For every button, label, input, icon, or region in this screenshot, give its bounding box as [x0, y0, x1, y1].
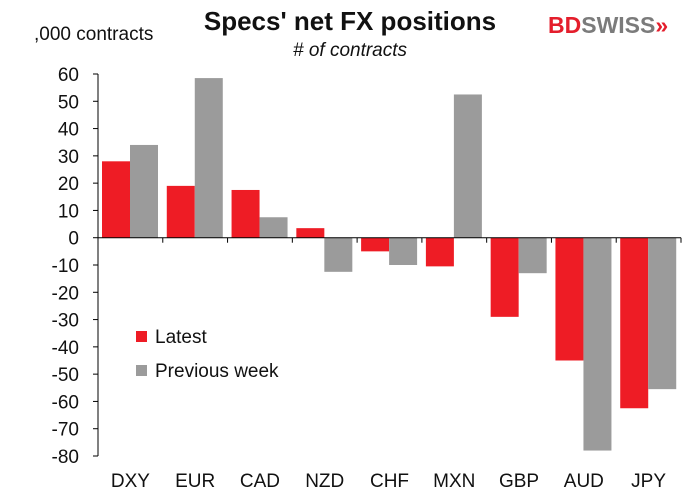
x-tick-label: DXY	[111, 471, 150, 492]
brand-logo-swiss: SWISS	[581, 12, 656, 38]
y-tick-label: 60	[58, 65, 79, 86]
brand-logo: BDSWISS»	[548, 12, 668, 39]
chart-subtitle: # of contracts	[292, 40, 408, 61]
x-tick-label: GBP	[499, 471, 539, 492]
brand-logo-bd: BD	[548, 12, 582, 38]
y-tick-label: -80	[52, 447, 79, 468]
bar-previous-week-aud	[583, 237, 612, 451]
brand-arrow-icon: »	[655, 12, 669, 38]
bar-previous-week-nzd	[324, 237, 353, 272]
bar-latest-cad	[231, 189, 260, 238]
legend-swatch-latest	[136, 331, 147, 342]
y-tick-label: -70	[52, 420, 79, 441]
legend-item-previous-week: Previous week	[136, 361, 279, 383]
bar-latest-jpy	[620, 237, 649, 409]
bar-previous-week-eur	[194, 78, 223, 238]
x-tick-label: NZD	[305, 471, 344, 492]
y-tick-label: 20	[58, 174, 79, 195]
y-tick-label: 40	[58, 120, 79, 141]
y-tick-label: 30	[58, 147, 79, 168]
x-tick-label: EUR	[175, 471, 215, 492]
bar-latest-eur	[166, 185, 195, 238]
x-tick-label: AUD	[564, 471, 604, 492]
bar-previous-week-jpy	[648, 237, 677, 390]
bar-previous-week-mxn	[453, 94, 482, 238]
y-tick-label: 0	[68, 229, 79, 250]
y-tick-label: -10	[52, 256, 79, 277]
x-tick-label: JPY	[631, 471, 666, 492]
y-tick-label: 50	[58, 92, 79, 113]
legend-item-latest: Latest	[136, 327, 207, 349]
y-tick-label: -30	[52, 311, 79, 332]
bar-latest-aud	[555, 237, 584, 361]
bar-latest-gbp	[490, 237, 519, 317]
bar-previous-week-dxy	[130, 144, 158, 238]
y-tick-label: -60	[52, 392, 79, 413]
y-axis-unit-label: ,000 contracts	[34, 24, 154, 45]
legend-label-latest: Latest	[155, 327, 207, 348]
bar-previous-week-gbp	[518, 237, 547, 274]
bar-latest-chf	[361, 237, 390, 252]
x-tick-label: CHF	[370, 471, 409, 492]
bar-latest-nzd	[296, 228, 325, 238]
bar-latest-dxy	[102, 161, 130, 238]
legend-swatch-previous-week	[136, 365, 147, 376]
bar-previous-week-chf	[389, 237, 418, 265]
x-tick-label: CAD	[240, 471, 280, 492]
y-tick-label: 10	[58, 201, 79, 222]
bar-previous-week-cad	[259, 217, 288, 238]
chart-title: Specs' net FX positions	[203, 6, 497, 36]
legend-label-previous-week: Previous week	[155, 361, 279, 382]
y-tick-label: -40	[52, 338, 79, 359]
x-tick-label: MXN	[433, 471, 475, 492]
y-tick-label: -20	[52, 283, 79, 304]
y-tick-label: -50	[52, 365, 79, 386]
bar-latest-mxn	[425, 237, 454, 267]
